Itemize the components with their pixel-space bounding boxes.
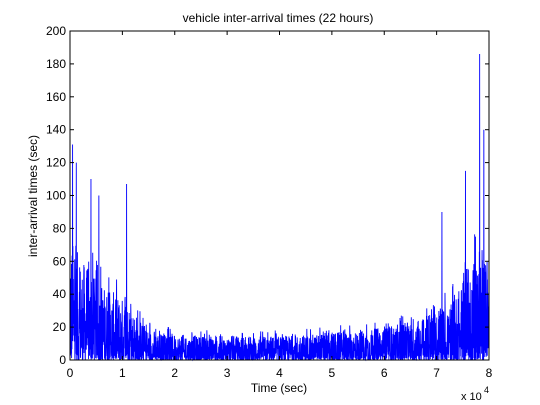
- chart-title: vehicle inter-arrival times (22 hours): [183, 11, 374, 25]
- x-tick-label: 6: [381, 366, 388, 380]
- y-tick-label: 40: [53, 287, 67, 301]
- x-tick-label: 3: [224, 366, 231, 380]
- y-tick-label: 20: [53, 320, 67, 334]
- y-axis: 0 20 40 60 80 100 120 140 160 180 200: [46, 24, 489, 367]
- x-tick-label: 0: [67, 366, 74, 380]
- y-tick-label: 80: [53, 221, 67, 235]
- x-tick-label: 2: [171, 366, 178, 380]
- series-line: [69, 54, 490, 362]
- x-tick-label: 8: [486, 366, 493, 380]
- x-axis: 0 1 2 3 4 5 6 7 8: [67, 31, 493, 380]
- plot-area: [69, 30, 490, 362]
- y-tick-label: 200: [46, 24, 66, 38]
- x-tick-label: 1: [119, 366, 126, 380]
- x-multiplier-label: x 10: [461, 391, 482, 403]
- plot-background: [70, 31, 489, 360]
- y-tick-label: 120: [46, 156, 66, 170]
- data-layer: [69, 54, 490, 362]
- y-tick-label: 140: [46, 123, 66, 137]
- y-tick-label: 60: [53, 254, 67, 268]
- x-tick-label: 5: [329, 366, 336, 380]
- y-tick-label: 100: [46, 189, 66, 203]
- x-multiplier-exponent: 4: [484, 385, 489, 395]
- y-tick-label: 0: [59, 353, 66, 367]
- x-tick-label: 7: [433, 366, 440, 380]
- x-tick-label: 4: [276, 366, 283, 380]
- x-multiplier: x 10 4: [461, 385, 489, 403]
- x-axis-label: Time (sec): [251, 381, 307, 395]
- y-tick-label: 160: [46, 90, 66, 104]
- y-axis-label: inter-arrival times (sec): [26, 135, 40, 257]
- y-tick-label: 180: [46, 57, 66, 71]
